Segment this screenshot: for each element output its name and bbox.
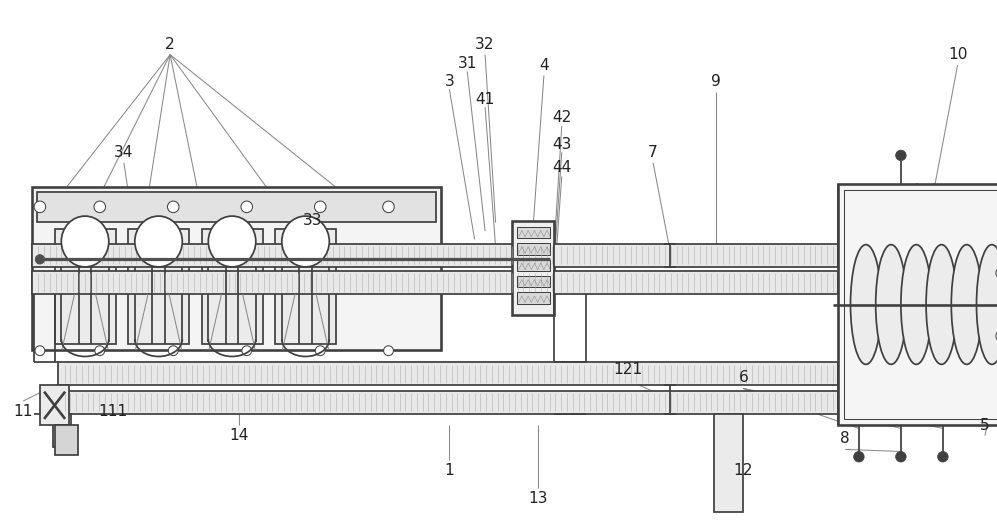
Circle shape [168,346,178,355]
Circle shape [35,346,45,355]
Ellipse shape [850,245,881,364]
Bar [516,243,550,255]
Bar [714,414,743,512]
Bar [55,425,78,455]
Bar [512,220,554,315]
Bar [58,391,837,414]
Circle shape [995,267,997,279]
Bar [58,362,837,385]
Bar [201,229,262,344]
Circle shape [895,150,905,161]
Ellipse shape [135,216,182,267]
Circle shape [383,201,394,213]
Text: 1: 1 [445,463,454,478]
Text: 12: 12 [733,463,753,478]
Bar [275,229,336,344]
Ellipse shape [875,245,906,364]
Text: 10: 10 [947,47,967,62]
Ellipse shape [61,216,109,267]
Text: 111: 111 [99,404,128,419]
Text: 8: 8 [840,432,849,446]
Circle shape [241,201,252,213]
Text: 41: 41 [476,92,495,107]
Bar [53,414,72,447]
Bar [32,271,554,294]
Text: 44: 44 [552,161,571,175]
Circle shape [95,346,105,355]
Text: 42: 42 [551,110,571,125]
Ellipse shape [282,216,329,267]
Bar [837,184,997,425]
Bar [40,385,69,425]
Bar [32,244,554,267]
Ellipse shape [951,245,982,364]
Circle shape [315,346,325,355]
Bar [37,192,436,222]
Circle shape [35,255,45,264]
Text: 32: 32 [476,37,495,51]
Bar [554,244,837,267]
Circle shape [94,201,106,213]
Text: 43: 43 [551,138,571,152]
Circle shape [167,201,178,213]
Text: 6: 6 [738,371,748,385]
Text: 5: 5 [979,418,989,433]
Text: 11: 11 [13,404,33,419]
Text: 31: 31 [458,56,477,70]
Text: 7: 7 [648,145,658,160]
Bar [516,259,550,271]
Bar [516,276,550,287]
Circle shape [995,330,997,342]
Text: 9: 9 [711,75,721,89]
Text: 3: 3 [445,75,454,89]
Ellipse shape [976,245,997,364]
Circle shape [34,201,46,213]
Text: 13: 13 [527,491,547,506]
Circle shape [384,346,393,355]
Text: 4: 4 [538,58,548,72]
Text: 33: 33 [303,213,322,228]
Bar [128,229,188,344]
Ellipse shape [900,245,931,364]
Bar [843,190,997,419]
Circle shape [937,452,948,462]
Text: 121: 121 [613,362,642,377]
Bar [516,292,550,304]
Bar [32,187,441,350]
Text: 34: 34 [114,145,134,160]
Circle shape [895,452,905,462]
Ellipse shape [208,216,255,267]
Bar [516,227,550,238]
Text: 2: 2 [166,37,174,51]
Circle shape [853,452,863,462]
Ellipse shape [925,245,956,364]
Bar [554,271,837,294]
Circle shape [314,201,326,213]
Text: 14: 14 [229,428,249,443]
Bar [55,229,116,344]
Circle shape [241,346,251,355]
